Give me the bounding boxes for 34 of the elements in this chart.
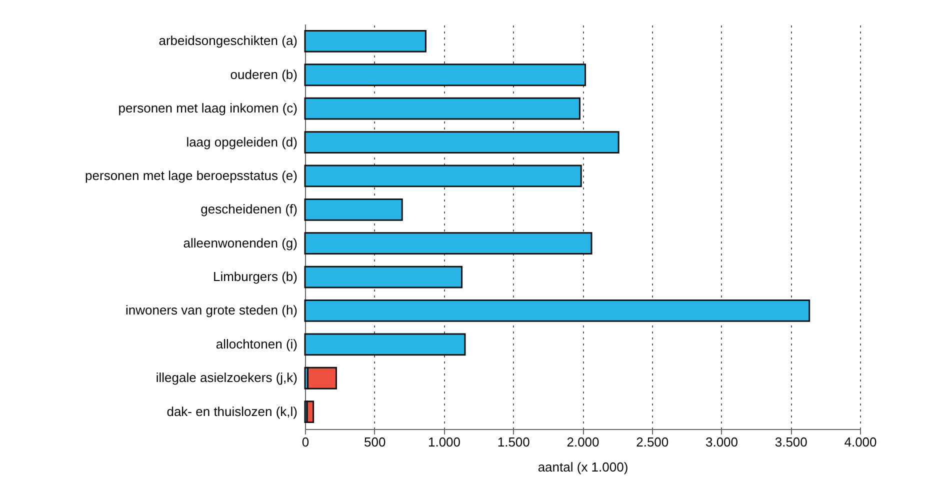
bar: [306, 400, 314, 424]
x-tick-label: 4.000: [844, 434, 877, 450]
bar: [304, 300, 810, 322]
y-tick-label: alleenwonenden (g): [183, 235, 298, 250]
bar: [304, 131, 620, 154]
y-tick-label: illegale asielzoekers (j,k): [156, 370, 298, 386]
x-tick-label: 1.500: [497, 434, 530, 450]
y-tick-label: inwoners van grote steden (h): [126, 302, 298, 318]
x-tick-label: 3.500: [774, 434, 808, 450]
y-tick-label: ouderen (b): [230, 66, 298, 82]
bar: [304, 64, 586, 86]
x-tick-label: 2.000: [566, 434, 600, 450]
bar: [304, 266, 463, 288]
x-tick-label: 1.000: [428, 434, 461, 450]
bar: [304, 232, 592, 255]
y-tick-label: personen met laag inkomen (c): [118, 100, 298, 116]
bar: [304, 164, 582, 188]
x-axis-title: aantal (x 1.000): [538, 460, 628, 474]
y-tick-label: personen met lage beroepsstatus (e): [85, 168, 298, 183]
x-tick-label: 2.500: [636, 434, 669, 450]
x-tick-label: 500: [364, 434, 386, 450]
x-tick-label: 0: [302, 434, 310, 450]
bar: [304, 97, 580, 120]
x-tick-label: 3.000: [705, 434, 738, 450]
bar: [307, 366, 337, 390]
y-tick-label: laag opgeleiden (d): [186, 134, 298, 150]
y-tick-label: allochtonen (i): [216, 336, 298, 352]
bar: [304, 30, 426, 52]
y-tick-label: Limburgers (b): [212, 269, 298, 284]
y-tick-label: gescheidenen (f): [200, 202, 298, 217]
y-tick-label: dak- en thuislozen (k,l): [166, 404, 298, 419]
bar: [304, 198, 403, 221]
bar: [304, 333, 466, 356]
y-tick-label: arbeidsongeschikten (a): [158, 33, 298, 48]
